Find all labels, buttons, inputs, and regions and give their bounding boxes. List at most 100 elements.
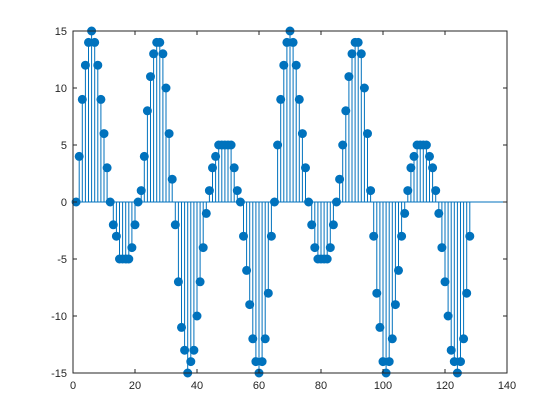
- stem-marker: [446, 345, 456, 355]
- stem-marker: [304, 197, 314, 207]
- stem-marker: [235, 197, 245, 207]
- stem-marker: [384, 357, 394, 367]
- stem-marker: [180, 345, 190, 355]
- stem-marker: [177, 322, 186, 332]
- stem-marker: [434, 208, 444, 218]
- stem-marker: [204, 186, 214, 196]
- stem-marker: [425, 151, 434, 161]
- stem-marker: [369, 231, 379, 241]
- y-tick-label: 10: [55, 83, 67, 95]
- x-axis-ticks: 0 20 40 60 80 100 120 140: [70, 31, 516, 392]
- stem-marker: [189, 345, 199, 355]
- y-tick-label: -5: [57, 254, 67, 266]
- stem-marker: [124, 254, 134, 264]
- stem-marker: [322, 254, 332, 264]
- stem-marker: [201, 208, 211, 218]
- y-tick-label: 15: [55, 26, 67, 38]
- stem-marker: [232, 186, 242, 196]
- stem-marker: [80, 60, 90, 70]
- stem-marker: [90, 37, 100, 47]
- stem-marker: [164, 129, 174, 139]
- stem-marker: [372, 288, 382, 298]
- stem-marker: [456, 357, 465, 367]
- stem-marker: [167, 174, 177, 184]
- x-tick-label: 60: [253, 380, 265, 392]
- stem-marker: [229, 163, 239, 173]
- stem-marker: [158, 49, 168, 59]
- stem-marker: [387, 334, 397, 344]
- stem-marker: [397, 231, 407, 241]
- stem-marker: [111, 231, 121, 241]
- stem-marker: [394, 265, 403, 275]
- x-tick-label: 140: [498, 380, 516, 392]
- y-tick-label: 5: [61, 140, 67, 152]
- y-axis-ticks: -15 -10 -5 0 5 10 15: [51, 26, 507, 380]
- stem-marker: [195, 277, 205, 287]
- stem-marker: [359, 83, 369, 93]
- stem-marker: [443, 311, 453, 321]
- stem-marker: [363, 129, 372, 139]
- stem-marker: [294, 94, 304, 104]
- stem-marker: [440, 277, 450, 287]
- stem-marker: [133, 197, 143, 207]
- stem-marker: [421, 140, 431, 150]
- stem-marker: [96, 94, 106, 104]
- stem-marker: [248, 334, 258, 344]
- stem-marker: [465, 231, 475, 241]
- stem-marker: [99, 129, 109, 139]
- stem-marker: [338, 140, 348, 150]
- stem-marker: [173, 277, 183, 287]
- stem-markers: [71, 26, 475, 378]
- stem-marker: [130, 220, 140, 230]
- stem-marker: [146, 72, 155, 82]
- stem-marker: [356, 49, 366, 59]
- stem-marker: [198, 243, 208, 253]
- stem-marker: [437, 243, 447, 253]
- stem-marker: [409, 151, 419, 161]
- stem-marker: [226, 140, 236, 150]
- stem-marker: [139, 151, 149, 161]
- stem-marker: [263, 288, 273, 298]
- stem-marker: [366, 186, 376, 196]
- stem-marker: [186, 357, 196, 367]
- stem-marker: [406, 163, 416, 173]
- stem-marker: [77, 94, 87, 104]
- stem-marker: [301, 163, 310, 173]
- stem-marker: [431, 186, 441, 196]
- stem-marker: [347, 49, 357, 59]
- stem-marker: [239, 231, 248, 241]
- y-tick-label: 0: [61, 197, 67, 209]
- y-tick-label: -15: [51, 368, 67, 380]
- stem-marker: [291, 60, 301, 70]
- stem-marker: [276, 94, 286, 104]
- stem-marker: [136, 186, 146, 196]
- stem-marker: [353, 37, 363, 47]
- stem-marker: [400, 208, 410, 218]
- stem-marker: [307, 220, 317, 230]
- stem-marker: [242, 265, 252, 275]
- stem-marker: [142, 106, 152, 116]
- stem-marker: [375, 322, 385, 332]
- stem-marker: [170, 220, 180, 230]
- stem-marker: [273, 140, 283, 150]
- stem-marker: [279, 60, 289, 70]
- stem-marker: [332, 197, 341, 207]
- stem-marker: [102, 163, 112, 173]
- stem-marker: [208, 163, 217, 173]
- stem-marker: [428, 163, 438, 173]
- x-tick-label: 20: [129, 380, 141, 392]
- stem-marker: [344, 72, 354, 82]
- stem-marker: [245, 300, 255, 310]
- stem-marker: [459, 334, 469, 344]
- x-tick-label: 80: [315, 380, 327, 392]
- stem-marker: [288, 37, 298, 47]
- stem-marker: [149, 49, 159, 59]
- stem-marker: [155, 37, 165, 47]
- stem-marker: [325, 243, 335, 253]
- x-tick-label: 120: [436, 380, 454, 392]
- stem-marker: [108, 220, 118, 230]
- x-tick-label: 40: [191, 380, 203, 392]
- stem-marker: [335, 174, 345, 184]
- stem-marker: [260, 334, 270, 344]
